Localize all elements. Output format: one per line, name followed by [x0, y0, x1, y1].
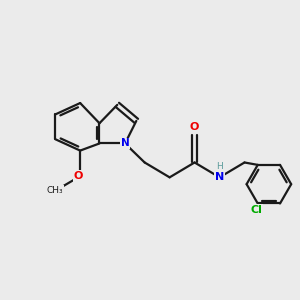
Text: O: O — [190, 122, 199, 132]
Text: CH₃: CH₃ — [46, 186, 63, 195]
Text: O: O — [74, 171, 83, 181]
Text: Cl: Cl — [250, 205, 262, 215]
Text: N: N — [121, 139, 129, 148]
Text: H: H — [216, 162, 223, 171]
Text: N: N — [215, 172, 224, 182]
